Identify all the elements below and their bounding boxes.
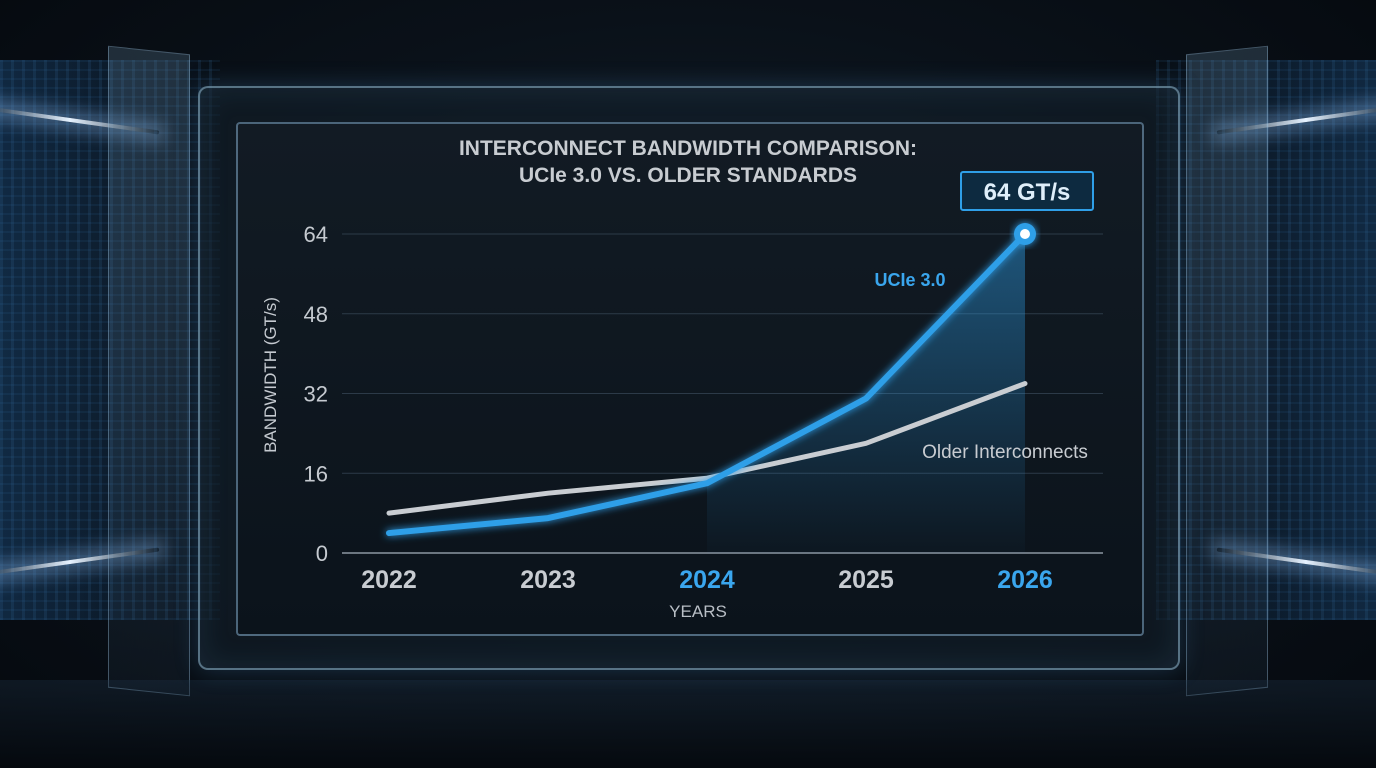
series-label-ucie: UCIe 3.0 [874,270,945,290]
y-tick-label: 16 [304,461,328,486]
chart-title-line2: UCIe 3.0 VS. OLDER STANDARDS [519,164,857,187]
reflective-floor [0,680,1376,768]
x-axis-label: YEARS [669,602,727,621]
ucie-peak-point-core [1020,229,1030,239]
series-line-ucie [386,231,1028,537]
left-data-wall [0,60,220,620]
peak-annotation: 64 GT/s [960,171,1094,211]
y-tick-label: 48 [304,302,328,327]
series-lines: UCIe 3.0 Older Interconnects [386,223,1088,553]
peak-annotation-box [960,171,1094,211]
series-line-older-interconnects [386,381,1028,516]
y-tick-label: 32 [304,382,328,407]
x-tick-labels: 2022 2023 2024 2025 2026 [361,566,1053,594]
y-tick-labels: 0 16 32 48 64 [304,222,328,566]
peak-annotation-text: 64 GT/s [984,179,1071,206]
y-axis-label: BANDWIDTH (GT/s) [261,297,280,453]
x-tick-label: 2025 [838,566,894,594]
x-tick-label: 2024 [679,566,735,594]
series-label-older-interconnects: Older Interconnects [922,442,1088,463]
ucie-area-fill [707,234,1025,553]
chart-title-line1: INTERCONNECT BANDWIDTH COMPARISON: [459,137,917,160]
x-tick-label: 2026 [997,566,1053,594]
x-tick-label: 2023 [520,566,576,594]
y-tick-label: 0 [316,541,328,566]
x-tick-label: 2022 [361,566,417,594]
y-tick-label: 64 [304,222,328,247]
right-data-wall [1156,60,1376,620]
